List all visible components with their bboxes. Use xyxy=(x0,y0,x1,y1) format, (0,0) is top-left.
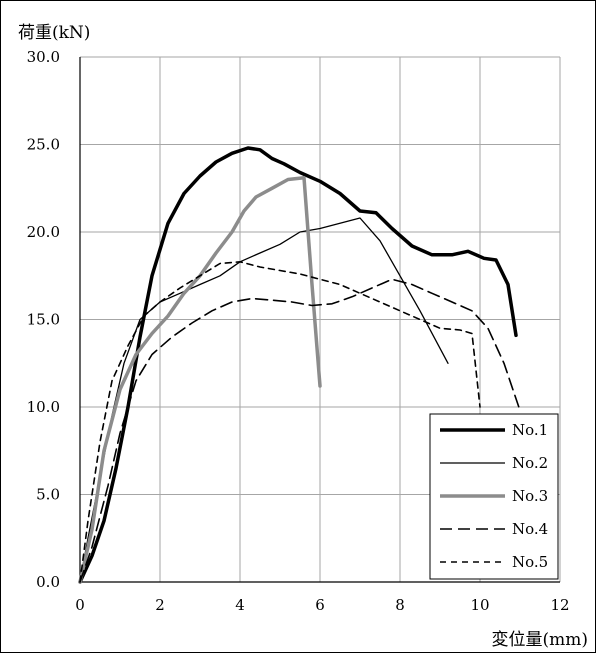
legend-label: No.4 xyxy=(512,520,548,538)
y-tick-label: 25.0 xyxy=(27,136,60,154)
x-tick-label: 8 xyxy=(395,596,405,614)
y-tick-label: 30.0 xyxy=(27,48,60,66)
legend: No.1 No.2 No.3 No.4 No.5 xyxy=(429,413,559,580)
x-tick-label: 10 xyxy=(470,596,489,614)
x-tick-label: 4 xyxy=(235,596,245,614)
x-tick-label: 2 xyxy=(155,596,165,614)
series-line-no3 xyxy=(78,176,322,584)
legend-label: No.3 xyxy=(512,487,548,505)
x-tick-label: 12 xyxy=(550,596,569,614)
x-axis-title: 変位量(mm) xyxy=(491,630,588,650)
x-tick-label: 6 xyxy=(315,596,325,614)
y-tick-label: 15.0 xyxy=(27,311,60,329)
y-axis-title: 荷重(kN) xyxy=(18,23,90,43)
tick-labels: 0 2 4 6 8 10 12 0.0 5.0 10.0 15.0 20.0 25.0 30.0 xyxy=(27,48,570,614)
legend-label: No.5 xyxy=(512,553,548,571)
legend-label: No.2 xyxy=(512,454,548,472)
legend-label: No.1 xyxy=(512,421,548,439)
series-line-no5 xyxy=(79,260,481,583)
series-group xyxy=(78,146,521,584)
x-tick-label: 0 xyxy=(75,596,85,614)
y-tick-label: 10.0 xyxy=(27,398,60,416)
series-line-no4 xyxy=(79,278,521,583)
y-tick-label: 0.0 xyxy=(36,573,60,591)
series-line-no1 xyxy=(78,146,518,584)
y-tick-label: 20.0 xyxy=(27,223,60,241)
y-tick-label: 5.0 xyxy=(36,486,60,504)
